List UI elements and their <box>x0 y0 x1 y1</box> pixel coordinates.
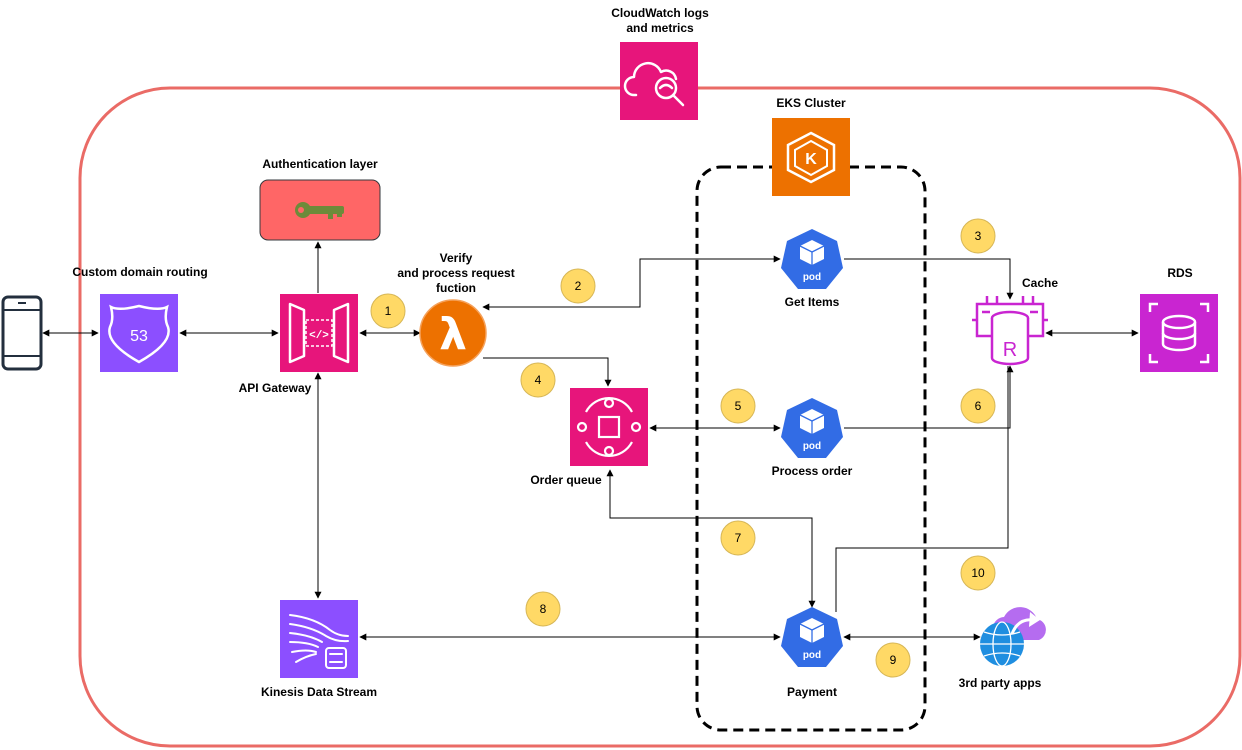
step-number: 7 <box>735 531 742 545</box>
step-badge-10: 10 <box>960 555 996 591</box>
custom-domain-label: Custom domain routing <box>72 265 207 279</box>
auth-label: Authentication layer <box>262 157 378 171</box>
process-order-label: Process order <box>772 464 853 478</box>
api-gateway-node[interactable]: </> <box>280 294 358 372</box>
order-queue-icon <box>570 388 648 466</box>
kinesis-node[interactable] <box>280 600 358 678</box>
eks-node[interactable]: K <box>772 118 850 196</box>
cloudwatch-node[interactable] <box>620 42 698 120</box>
step-number: 1 <box>385 304 392 318</box>
lambda-node[interactable]: λ <box>419 299 487 367</box>
api-code-glyph: </> <box>309 330 329 342</box>
step-number: 6 <box>975 399 982 413</box>
order-queue-node[interactable] <box>570 388 648 466</box>
get-items-label: Get Items <box>785 295 840 309</box>
auth-node[interactable] <box>259 179 381 241</box>
step-badge-2: 2 <box>560 268 596 304</box>
get-items-pod[interactable]: pod <box>781 229 843 289</box>
phone-node[interactable] <box>1 295 43 371</box>
step-badge-6: 6 <box>960 388 996 424</box>
step-number: 5 <box>735 399 742 413</box>
cache-r-glyph: R <box>1003 339 1017 361</box>
step-badge-4: 4 <box>520 362 556 398</box>
step-number: 2 <box>575 279 582 293</box>
edge-queue-payment <box>606 469 816 608</box>
api-gateway-icon <box>280 294 358 372</box>
lambda-icon <box>420 300 486 366</box>
verify-label-line2: and process request <box>397 266 514 280</box>
pod-text: pod <box>803 272 821 283</box>
step-number: 10 <box>971 566 985 580</box>
edge-payment-cache <box>835 366 1009 612</box>
verify-label-line1: Verify <box>440 251 473 265</box>
step-number: 4 <box>535 373 542 387</box>
cache-label: Cache <box>1022 276 1058 290</box>
pod-text: pod <box>803 441 821 452</box>
pod-text: pod <box>803 650 821 661</box>
step-badge-1: 1 <box>370 293 406 329</box>
verify-label-line3: fuction <box>436 281 476 295</box>
edge-lambda-queue <box>483 357 612 387</box>
step-badge-9: 9 <box>875 642 911 678</box>
edge-lambda-getitems <box>482 255 781 311</box>
api-gateway-label: API Gateway <box>239 381 312 395</box>
lambda-glyph: λ <box>439 309 467 360</box>
third-party-node[interactable] <box>980 607 1046 667</box>
step-badge-7: 7 <box>720 520 756 556</box>
process-order-pod[interactable]: pod <box>781 398 843 458</box>
eks-k-glyph: K <box>805 151 817 168</box>
step-badge-3: 3 <box>960 218 996 254</box>
kinesis-label: Kinesis Data Stream <box>261 685 377 699</box>
route53-node[interactable]: 53 <box>100 294 178 372</box>
cloud-boundary <box>78 86 1242 748</box>
step-badge-8: 8 <box>525 591 561 627</box>
eks-label: EKS Cluster <box>776 96 846 110</box>
third-party-label: 3rd party apps <box>959 676 1042 690</box>
rds-node[interactable] <box>1140 294 1218 372</box>
step-number: 9 <box>890 653 897 667</box>
step-number: 3 <box>975 229 982 243</box>
cache-icon <box>972 296 1048 366</box>
route53-text: 53 <box>130 328 148 345</box>
step-number: 8 <box>540 602 547 616</box>
payment-pod[interactable]: pod <box>781 607 843 667</box>
cache-node[interactable]: R <box>972 296 1048 366</box>
edges <box>42 241 1139 641</box>
cloudwatch-label-line1: CloudWatch logs <box>611 6 709 20</box>
edge-getitems-cache <box>844 258 1014 300</box>
order-queue-label: Order queue <box>530 473 602 487</box>
step-badge-5: 5 <box>720 388 756 424</box>
cloudwatch-label-line2: and metrics <box>626 21 694 35</box>
rds-icon <box>1140 294 1218 372</box>
payment-label: Payment <box>787 685 837 699</box>
rds-label: RDS <box>1167 266 1192 280</box>
edge-processorder-cache <box>844 365 1014 429</box>
phone-icon <box>1 295 43 371</box>
